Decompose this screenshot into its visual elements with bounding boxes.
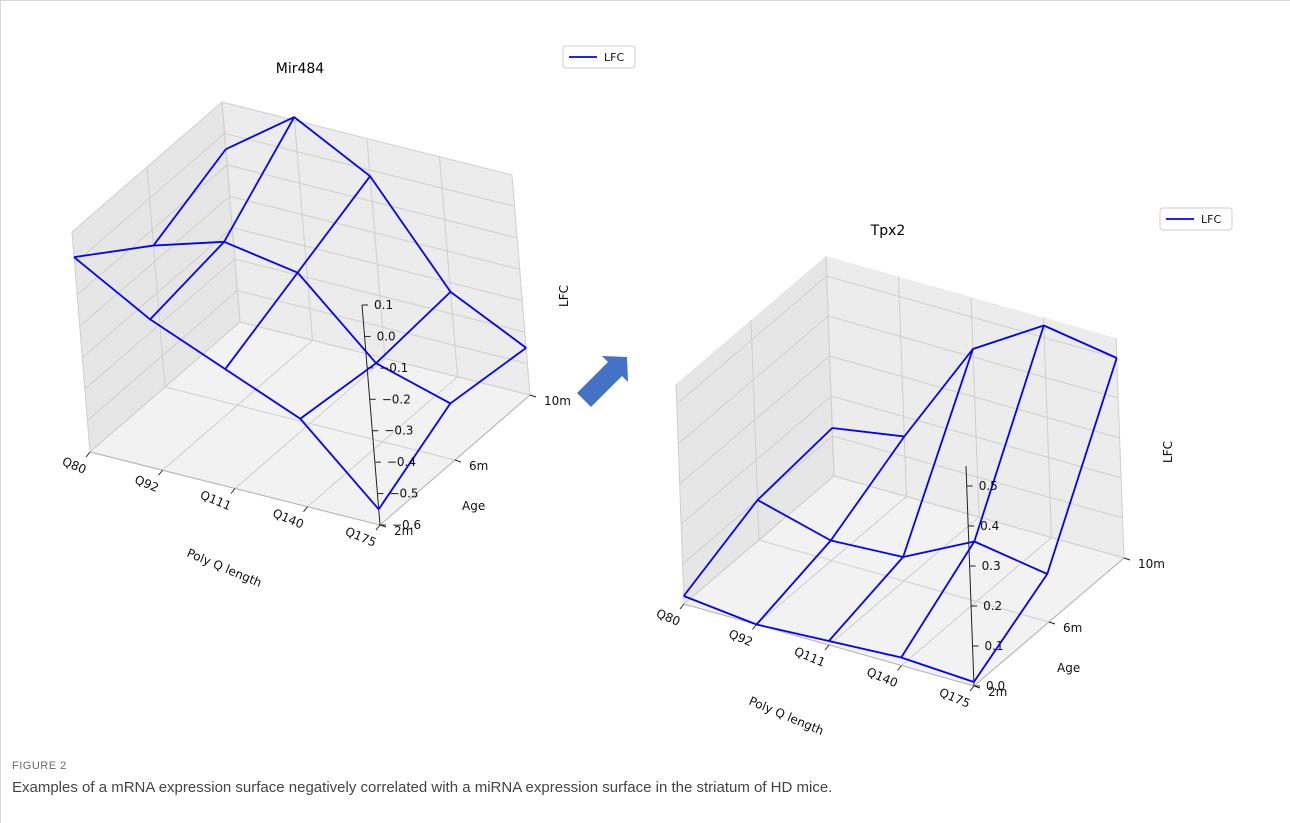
z-tick-label: 0.0 xyxy=(377,329,396,343)
z-tick-label: 0.1 xyxy=(374,298,393,312)
surface-line-polyq xyxy=(224,175,371,370)
x-tick-label: Q140 xyxy=(865,665,900,691)
y-tick-label: 6m xyxy=(1063,621,1082,635)
figure-label: FIGURE 2 xyxy=(12,760,67,772)
gridline xyxy=(676,275,1117,405)
gridline xyxy=(89,321,531,453)
x-tick xyxy=(897,665,902,671)
mir484-chart: Mir484 LFC Q80 Q92 Q111 Q140 Q175 2m 6m 10m 0.1 0… xyxy=(60,45,636,590)
arrow-icon xyxy=(577,356,628,407)
chart-legend: LFC xyxy=(1159,207,1233,231)
gridline xyxy=(79,195,520,327)
z-tick-label: −0.4 xyxy=(387,455,416,469)
surface-line-polyq xyxy=(299,291,452,420)
x-tick xyxy=(230,488,236,494)
z-axis-label: LFC xyxy=(557,285,571,307)
z-axis-line xyxy=(965,465,975,687)
surface-line-polyq xyxy=(73,148,227,259)
y-tick xyxy=(1123,557,1131,561)
x-tick-label: Q92 xyxy=(727,627,755,650)
z-tick-label: 0.5 xyxy=(979,479,998,493)
z-tick-label: −0.3 xyxy=(384,424,413,438)
chart-title: Mir484 xyxy=(276,61,325,77)
y-axis-label: Age xyxy=(1057,661,1080,675)
z-tick-label: 0.2 xyxy=(983,599,1002,613)
gridline xyxy=(677,315,1119,445)
gridline xyxy=(76,164,518,296)
z-tick-label: 0.1 xyxy=(985,639,1004,653)
x-tick xyxy=(375,524,381,531)
z-tick-label: −0.2 xyxy=(382,392,411,406)
x-tick xyxy=(824,644,830,651)
x-tick-label: Q111 xyxy=(792,644,827,670)
gridline xyxy=(71,101,513,233)
x-tick xyxy=(679,603,685,610)
z-tick-label: −0.6 xyxy=(392,518,421,532)
figure-caption: Examples of a mRNA expression surface ne… xyxy=(12,779,833,796)
z-axis-line xyxy=(361,304,381,526)
gridline xyxy=(84,258,525,390)
z-tick-label: −0.5 xyxy=(389,487,418,501)
surface-line-polyq xyxy=(149,116,296,321)
x-axis-label: Poly Q length xyxy=(185,546,264,590)
y-tick-label: 2m xyxy=(394,524,413,538)
x-tick xyxy=(969,685,975,692)
y-tick-label: 10m xyxy=(1138,557,1165,571)
y-tick-label: 2m xyxy=(988,685,1007,699)
gridline xyxy=(87,290,528,421)
surface-line-polyq xyxy=(682,427,833,597)
gridline xyxy=(74,132,515,264)
z-tick-label: 0.0 xyxy=(986,679,1005,693)
gridline xyxy=(680,395,1122,525)
legend-label: LFC xyxy=(604,51,624,64)
chart-legend: LFC xyxy=(562,45,636,69)
legend-label: LFC xyxy=(1201,213,1221,226)
surface-line-polyq xyxy=(973,357,1118,683)
x-tick xyxy=(85,451,91,458)
x-tick-label: Q175 xyxy=(937,685,972,711)
tpx2-chart: Tpx2 LFC Q80 Q92 Q111 Q140 Q175 2m 6m 10m 0.0 0.1… xyxy=(654,207,1233,738)
x-tick xyxy=(158,469,163,476)
gridline xyxy=(682,435,1123,565)
y-tick-label: 10m xyxy=(544,394,571,408)
x-axis-label: Poly Q length xyxy=(747,694,826,738)
z-tick-label: 0.4 xyxy=(980,519,999,533)
z-tick-label: −0.1 xyxy=(379,361,408,375)
x-tick-label: Q80 xyxy=(60,454,88,477)
y-tick xyxy=(1048,621,1056,625)
z-axis-label: LFC xyxy=(1161,441,1175,463)
gridline xyxy=(679,355,1120,485)
y-axis-label: Age xyxy=(462,499,485,513)
surface-line-polyq xyxy=(828,348,974,642)
x-tick xyxy=(303,506,308,513)
x-tick-label: Q92 xyxy=(133,472,161,495)
x-tick-label: Q80 xyxy=(654,606,682,629)
x-tick xyxy=(752,624,757,630)
z-tick-label: 0.3 xyxy=(982,559,1001,573)
y-tick xyxy=(529,394,537,398)
chart-title: Tpx2 xyxy=(870,223,906,239)
surface-line-polyq xyxy=(900,325,1045,658)
x-tick-label: Q111 xyxy=(198,488,233,514)
surface-line-polyq xyxy=(755,435,906,626)
y-tick xyxy=(454,459,462,463)
x-tick-label: Q175 xyxy=(343,524,378,550)
gridline xyxy=(683,475,1125,605)
figure-canvas: Mir484 LFC Q80 Q92 Q111 Q140 Q175 2m 6m 10m 0.1 0… xyxy=(60,45,1233,738)
y-tick-label: 6m xyxy=(469,459,488,473)
surface-line-polyq xyxy=(377,347,527,510)
x-tick-label: Q140 xyxy=(271,506,306,532)
